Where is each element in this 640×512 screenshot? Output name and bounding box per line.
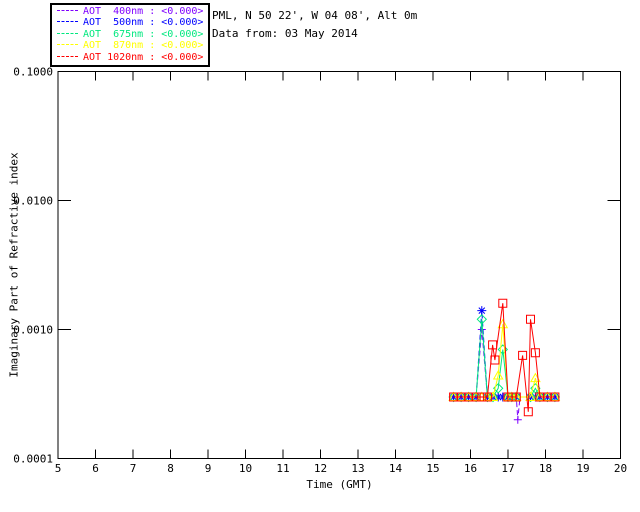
x-tick-label: 8: [167, 462, 174, 475]
legend-line-sample-400nm-icon: [57, 9, 78, 11]
x-tick-label: 17: [501, 462, 514, 475]
legend-entry-label: AOT 500nm : <0.000>: [83, 17, 204, 29]
x-tick-label: 6: [92, 462, 99, 475]
header-date: Data from: 03 May 2014: [212, 27, 358, 40]
legend-box: AOT 400nm : <0.000> AOT 500nm : <0.000> …: [50, 3, 210, 68]
y-tick-label: 0.1000: [13, 66, 53, 79]
y-tick-label: 0.0100: [13, 195, 53, 208]
legend-line-sample-500nm-icon: [57, 20, 78, 23]
legend-entry-label: AOT 1020nm : <0.000>: [83, 51, 204, 63]
x-tick-label: 19: [576, 462, 589, 475]
legend-entry-870nm: AOT 870nm : <0.000>: [57, 40, 206, 51]
x-tick-label: 9: [205, 462, 212, 475]
y-axis-title: Imaginary Part of Refractive index: [7, 152, 21, 378]
x-tick-label: 7: [130, 462, 137, 475]
x-tick-label: 15: [426, 462, 439, 475]
legend-entry-1020nm: AOT 1020nm : <0.000>: [57, 52, 206, 63]
legend-entry-label: AOT 400nm : <0.000>: [83, 6, 204, 17]
legend-entry-label: AOT 870nm : <0.000>: [83, 40, 204, 52]
x-tick-label: 11: [276, 462, 289, 475]
legend-entry-500nm: AOT 500nm : <0.000>: [57, 17, 206, 28]
header-location: PML, N 50 22', W 04 08', Alt 0m: [212, 9, 418, 22]
x-tick-label: 5: [55, 462, 62, 475]
plot-frame: [57, 71, 621, 459]
x-tick-label: 12: [314, 462, 327, 475]
legend-entry-675nm: AOT 675nm : <0.000>: [57, 29, 206, 40]
plot-header: PML, N 50 22', W 04 08', Alt 0m Data fro…: [212, 7, 417, 43]
x-tick-label: 18: [539, 462, 552, 475]
x-tick-label: 13: [351, 462, 364, 475]
legend-line-sample-1020nm-icon: [57, 55, 78, 57]
legend-entry-label: AOT 675nm : <0.000>: [83, 28, 204, 40]
y-tick-label: 0.0010: [13, 324, 53, 337]
x-axis-title: Time (GMT): [306, 478, 373, 491]
x-tick-label: 20: [614, 462, 627, 475]
legend-line-sample-675nm-icon: [57, 32, 78, 34]
x-tick-label: 14: [389, 462, 403, 475]
x-tick-label: 10: [239, 462, 252, 475]
legend-entry-400nm: AOT 400nm : <0.000>: [57, 6, 206, 17]
y-tick-label: 0.0001: [13, 453, 53, 466]
x-tick-label: 16: [464, 462, 477, 475]
legend-line-sample-870nm-icon: [57, 43, 78, 46]
series-markers-1020nm: [449, 298, 560, 417]
